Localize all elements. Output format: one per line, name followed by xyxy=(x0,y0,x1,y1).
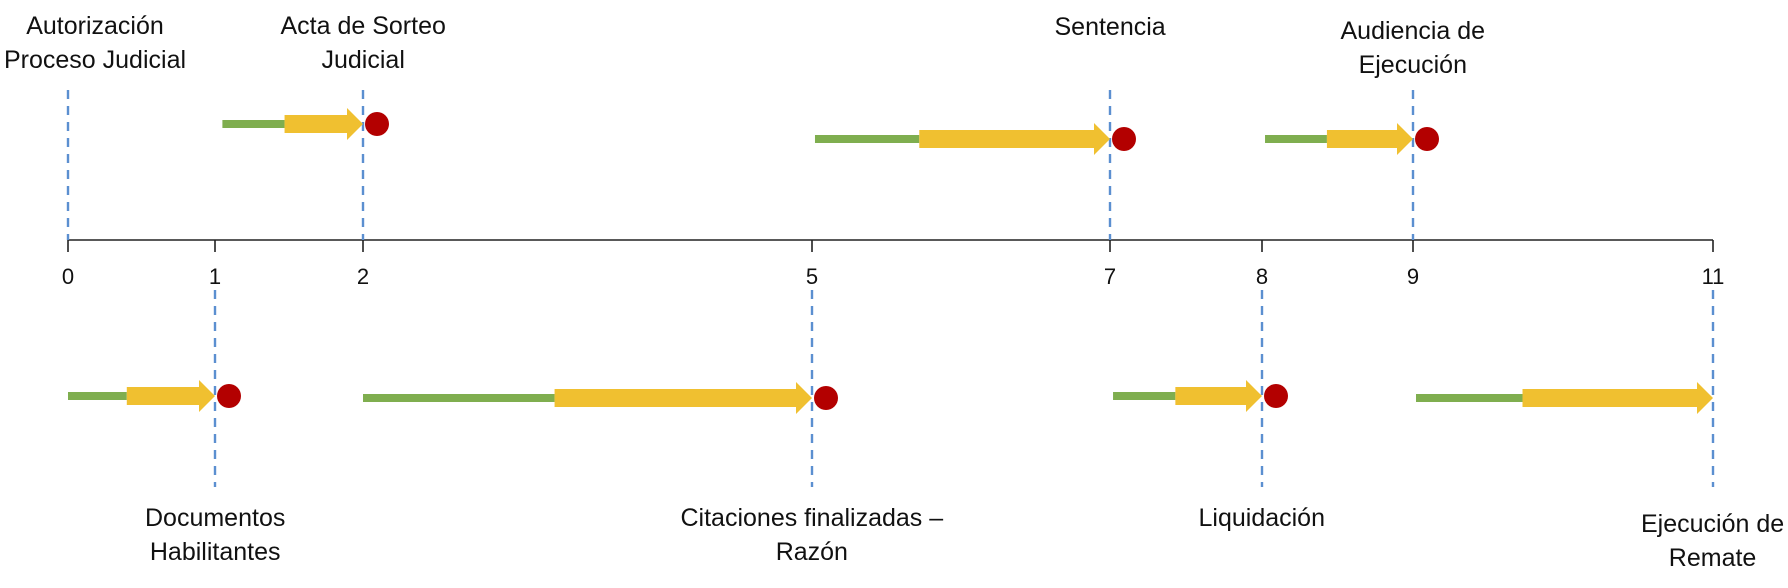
tick-label: 5 xyxy=(806,264,818,289)
label-line: Judicial xyxy=(321,46,405,74)
milestone-marker-acta-sorteo xyxy=(365,112,389,136)
label-line: Audiencia de xyxy=(1340,17,1486,45)
tick-label: 1 xyxy=(209,264,221,289)
progress-arrow-documentos-habilitantes xyxy=(126,380,215,412)
progress-arrow-audiencia-ejecucion xyxy=(1326,123,1413,155)
label-acta-sorteo: Acta de Sorteo Judicial xyxy=(281,9,446,77)
milestone-marker-liquidacion xyxy=(1264,384,1288,408)
tick-label: 8 xyxy=(1256,264,1268,289)
milestone-marker-documentos-habilitantes xyxy=(217,384,241,408)
tick-label: 7 xyxy=(1104,264,1116,289)
label-line: Citaciones finalizadas – xyxy=(680,504,944,532)
label-audiencia-ejecucion: Audiencia de Ejecución xyxy=(1341,14,1486,82)
milestone-marker-audiencia-ejecucion xyxy=(1415,127,1439,151)
label-line: Liquidación xyxy=(1198,504,1326,532)
progress-arrow-citaciones-finalizadas xyxy=(554,382,812,414)
label-line: Acta de Sorteo xyxy=(280,12,446,40)
label-line: Razón xyxy=(775,538,848,566)
tick-label: 0 xyxy=(62,264,74,289)
label-sentencia: Sentencia xyxy=(1055,10,1166,44)
milestone-marker-citaciones-finalizadas xyxy=(814,386,838,410)
label-ejecucion-remate: Ejecución de Remate xyxy=(1641,507,1784,575)
label-line: Documentos xyxy=(145,504,286,532)
progress-arrow-acta-sorteo xyxy=(284,108,363,140)
label-line: Autorización xyxy=(26,12,164,40)
milestone-marker-sentencia xyxy=(1112,127,1136,151)
label-citaciones-finalizadas: Citaciones finalizadas – Razón xyxy=(681,501,944,569)
label-line: Habilitantes xyxy=(149,538,281,566)
tick-label: 2 xyxy=(357,264,369,289)
label-line: Remate xyxy=(1668,544,1757,572)
label-line: Ejecución de xyxy=(1641,510,1785,538)
label-line: Sentencia xyxy=(1054,13,1166,41)
progress-arrow-sentencia xyxy=(919,123,1110,155)
progress-arrow-liquidacion xyxy=(1175,380,1262,412)
label-autorizacion: Autorización Proceso Judicial xyxy=(4,9,186,77)
progress-arrow-ejecucion-remate xyxy=(1522,382,1713,414)
tick-label: 11 xyxy=(1702,264,1725,289)
label-line: Ejecución xyxy=(1358,51,1467,79)
label-documentos-habilitantes: Documentos Habilitantes xyxy=(145,501,285,569)
tick-label: 9 xyxy=(1407,264,1419,289)
label-line: Proceso Judicial xyxy=(4,46,187,74)
label-liquidacion: Liquidación xyxy=(1199,501,1326,535)
